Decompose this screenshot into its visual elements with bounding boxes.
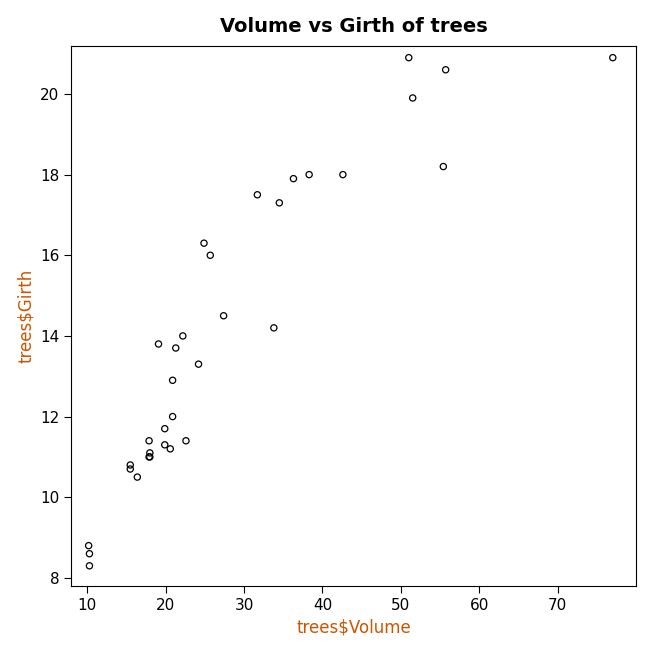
Point bbox=[144, 436, 154, 446]
Point bbox=[167, 375, 178, 385]
Point bbox=[153, 339, 164, 349]
Point bbox=[268, 323, 279, 333]
Point bbox=[159, 439, 170, 450]
Point bbox=[145, 448, 155, 458]
Title: Volume vs Girth of trees: Volume vs Girth of trees bbox=[220, 17, 488, 36]
Point bbox=[165, 443, 176, 454]
Point bbox=[181, 436, 191, 446]
Point bbox=[167, 411, 178, 422]
Point bbox=[84, 560, 95, 571]
Point bbox=[145, 452, 155, 462]
Point bbox=[252, 189, 263, 200]
Point bbox=[132, 472, 142, 483]
Point bbox=[304, 169, 314, 180]
Point bbox=[218, 311, 229, 321]
Point bbox=[338, 169, 348, 180]
Point bbox=[274, 198, 285, 208]
Point bbox=[199, 238, 209, 248]
Point bbox=[144, 452, 154, 462]
Point bbox=[125, 460, 135, 470]
Point bbox=[438, 161, 449, 172]
Point bbox=[125, 464, 135, 474]
Point bbox=[84, 549, 95, 559]
Y-axis label: trees$Girth: trees$Girth bbox=[17, 268, 35, 363]
Point bbox=[159, 423, 170, 434]
Point bbox=[205, 250, 215, 261]
Point bbox=[193, 359, 204, 370]
Point bbox=[170, 343, 181, 353]
X-axis label: trees$Volume: trees$Volume bbox=[296, 618, 411, 636]
Point bbox=[288, 174, 298, 184]
Point bbox=[404, 52, 414, 63]
Point bbox=[84, 541, 94, 551]
Point bbox=[440, 65, 451, 75]
Point bbox=[178, 330, 188, 341]
Point bbox=[407, 93, 418, 103]
Point bbox=[607, 52, 618, 63]
